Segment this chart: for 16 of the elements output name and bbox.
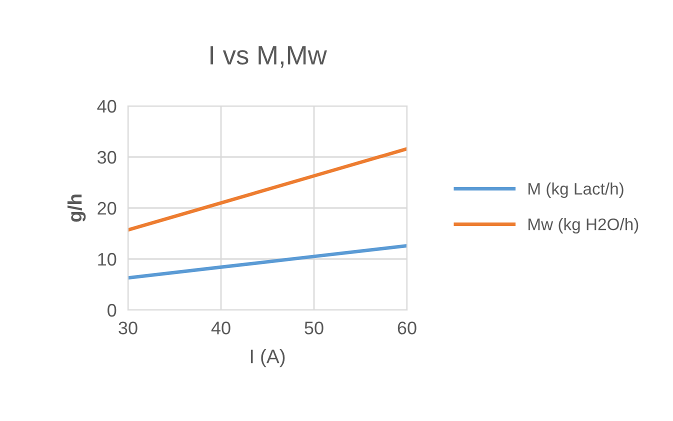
line-series — [128, 147, 407, 232]
line-series — [128, 244, 407, 280]
y-axis-title: g/h — [67, 194, 86, 222]
y-tick-label: 30 — [97, 150, 116, 164]
x-tick-label: 60 — [398, 322, 416, 334]
y-tick-label: 20 — [98, 202, 116, 215]
x-axis-title: I (A) — [250, 349, 285, 368]
x-tick-label: 50 — [304, 322, 324, 334]
y-tick-label: 40 — [97, 100, 116, 113]
x-tick-label: 30 — [118, 322, 138, 334]
legend-label: Mw (kg H2O/h) — [528, 218, 638, 234]
y-tick-label: 10 — [98, 252, 116, 266]
x-tick-label: 40 — [211, 322, 230, 334]
chart-title: I vs M,Mw — [210, 46, 327, 68]
y-tick-label: 0 — [108, 304, 116, 317]
legend-label: M (kg Lact/h) — [528, 182, 624, 198]
